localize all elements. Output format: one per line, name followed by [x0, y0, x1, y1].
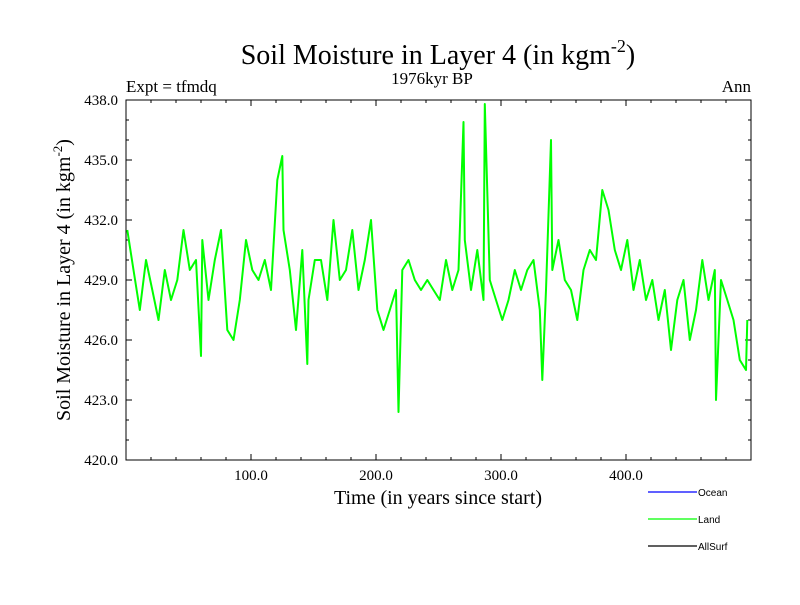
y-axis-label-suffix: ) [53, 139, 75, 146]
x-tick-label: 400.0 [609, 468, 643, 484]
experiment-label: Expt = tfmdq [126, 77, 217, 96]
x-tick-label: 200.0 [359, 468, 393, 484]
y-tick-label: 426.0 [84, 333, 118, 349]
chart-subtitle: 1976kyr BP [391, 69, 473, 88]
season-label: Ann [722, 77, 752, 96]
series-layer [126, 103, 749, 413]
y-axis-label: Soil Moisture in Layer 4 (in kgm-2) [50, 139, 75, 421]
x-axis-ticks: 100.0 200.0 300.0 400.0 [150, 100, 727, 484]
chart-title-superscript: -2 [611, 36, 626, 56]
y-axis-label-superscript: -2 [50, 146, 65, 157]
y-tick-label: 420.0 [84, 453, 118, 469]
plot-frame [125, 99, 752, 461]
y-tick-label: 423.0 [84, 393, 118, 409]
y-axis-ticks: 420.0 423.0 426.0 429.0 432.0 435.0 438.0 [84, 93, 751, 469]
chart-title-suffix: ) [626, 40, 635, 71]
legend-label-ocean: Ocean [698, 488, 727, 499]
y-axis-label-main: Soil Moisture in Layer 4 (in kgm [53, 156, 75, 421]
y-tick-label: 429.0 [84, 273, 118, 289]
chart-title-main: Soil Moisture in Layer 4 (in kgm [241, 40, 611, 71]
x-axis-label: Time (in years since start) [334, 487, 542, 509]
y-tick-label: 432.0 [84, 213, 118, 229]
y-tick-label: 438.0 [84, 93, 118, 109]
chart-title: Soil Moisture in Layer 4 (in kgm-2) [241, 36, 636, 71]
legend-label-land: Land [698, 515, 720, 526]
x-tick-label: 100.0 [234, 468, 268, 484]
y-tick-label: 435.0 [84, 153, 118, 169]
legend-label-allsurf: AllSurf [698, 542, 728, 553]
legend: Ocean Land AllSurf [648, 488, 728, 553]
series-line-land [126, 103, 749, 413]
x-tick-label: 300.0 [484, 468, 518, 484]
